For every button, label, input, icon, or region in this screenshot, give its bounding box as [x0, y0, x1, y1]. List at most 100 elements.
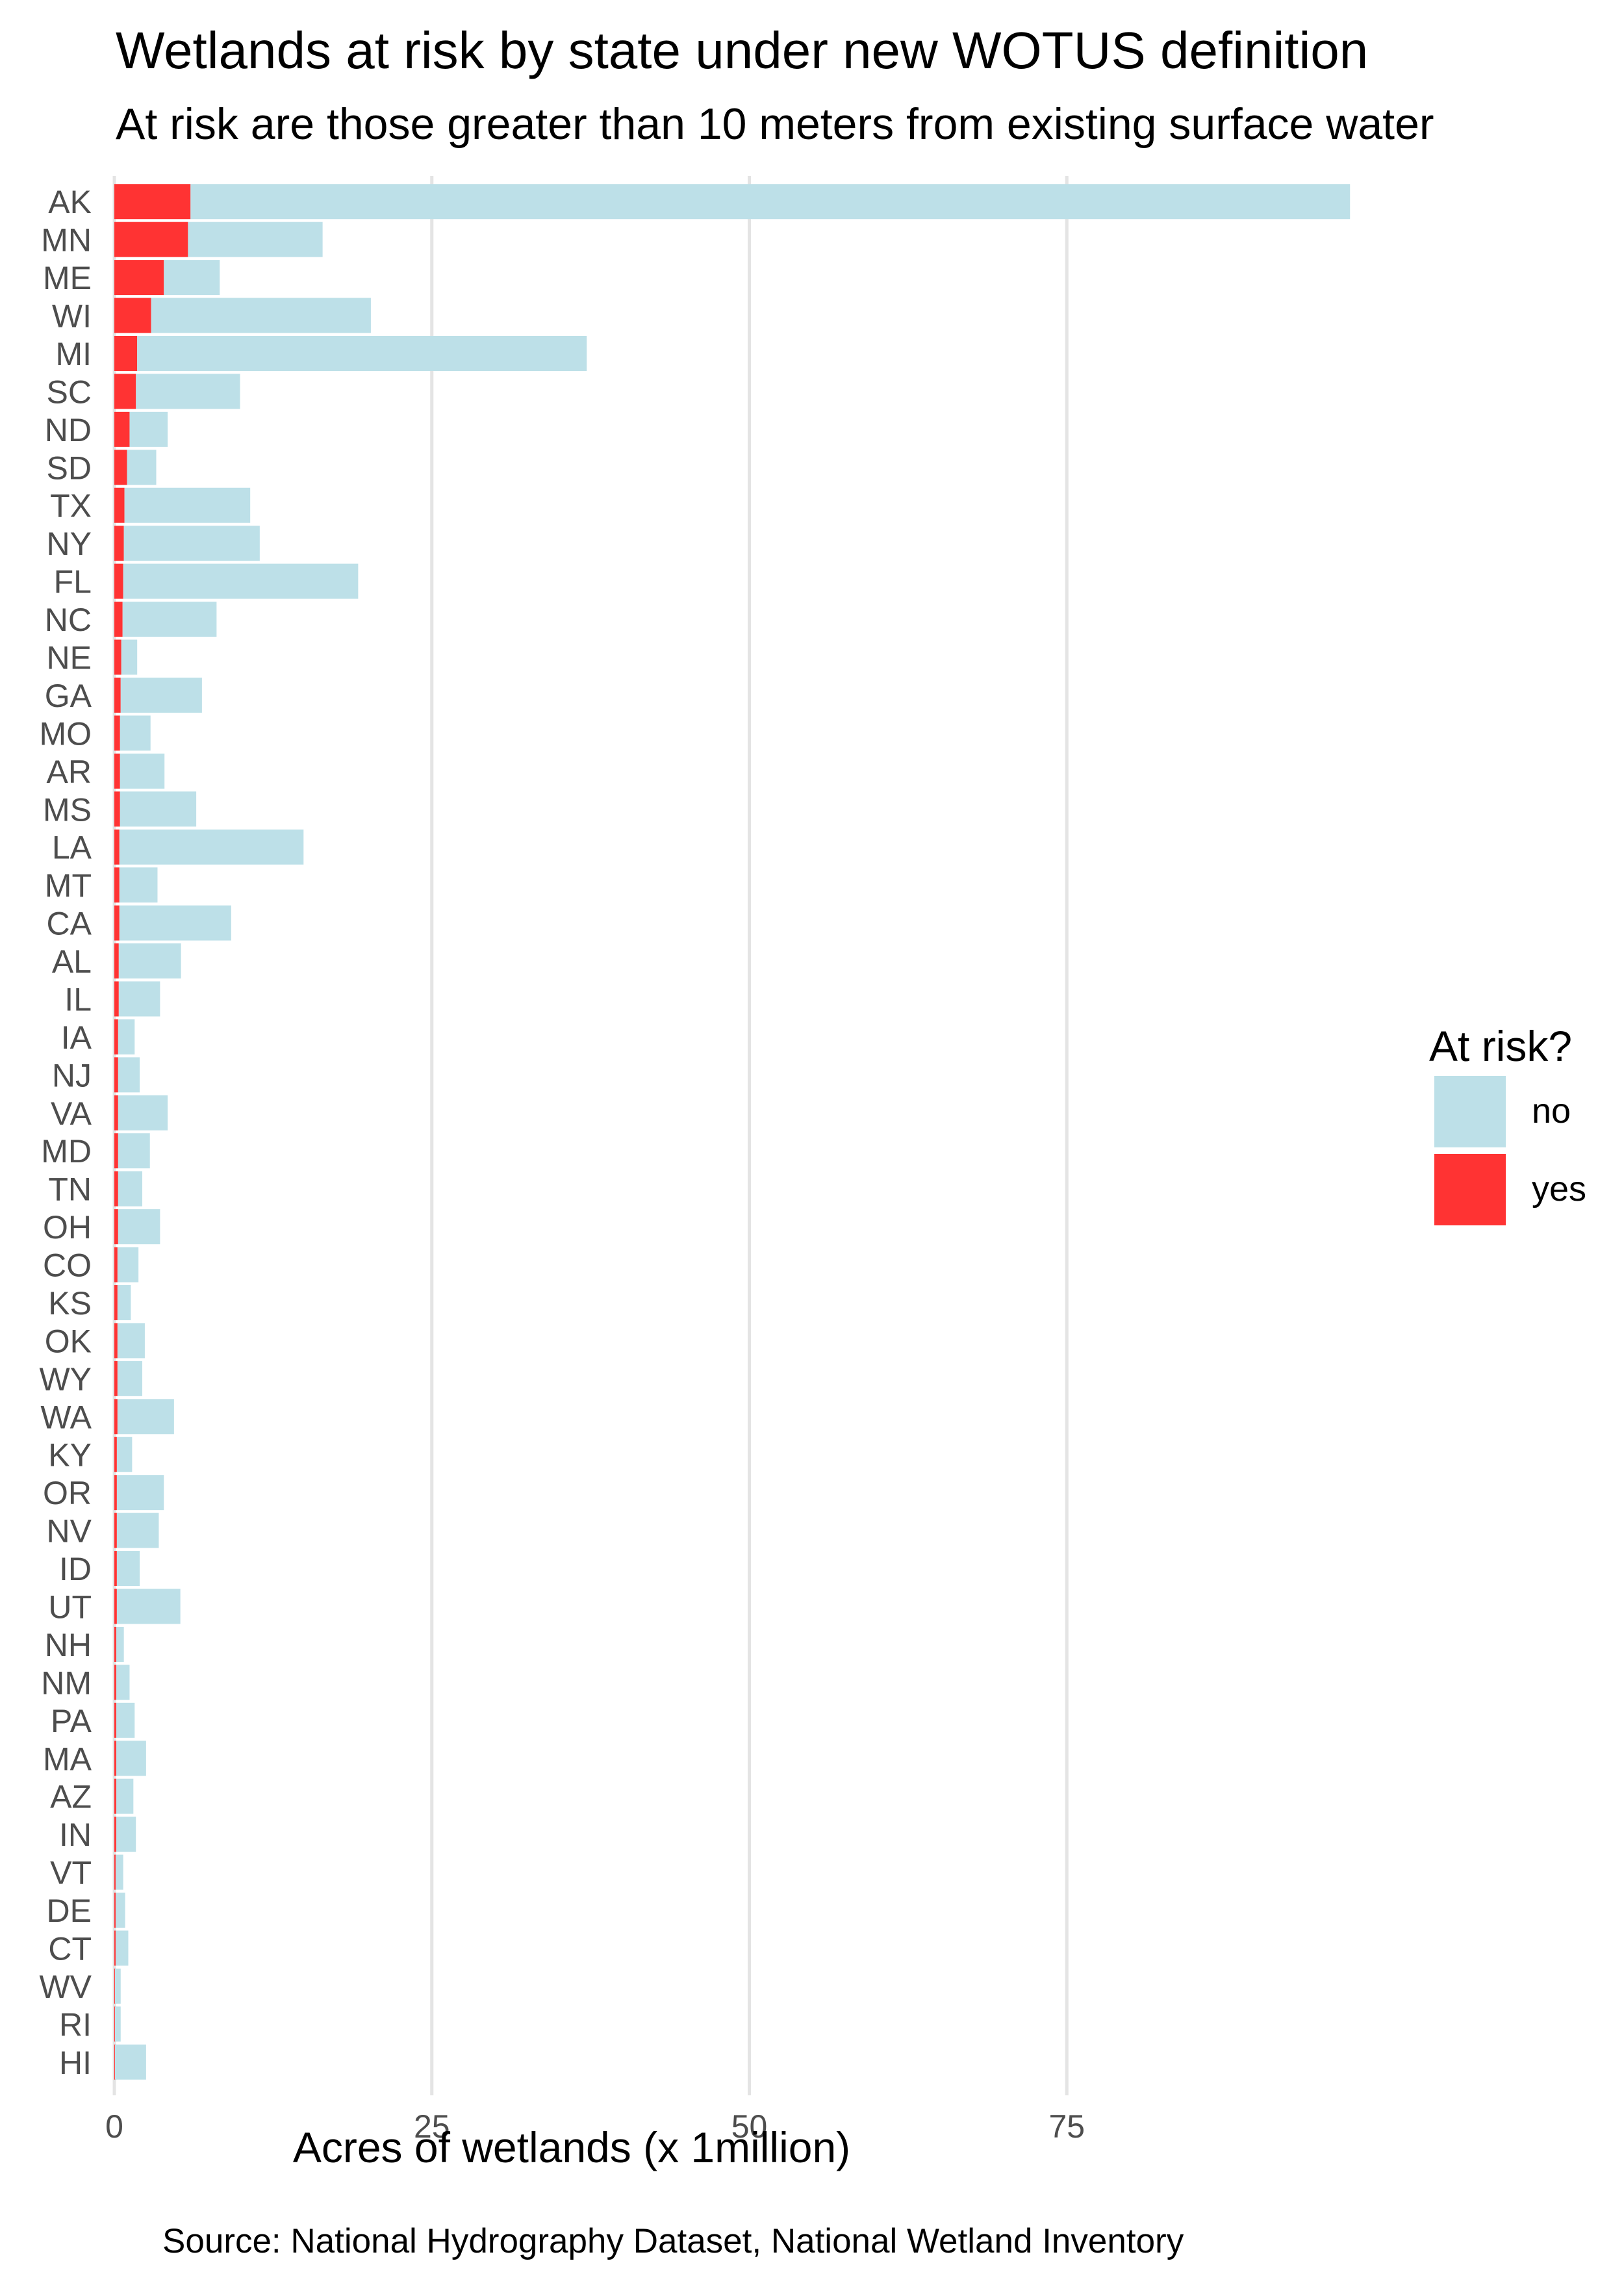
bar-yes-fl [114, 563, 123, 599]
x-tick-labels: 0 25 50 75 [105, 2108, 1085, 2145]
bar-yes-wy [114, 1361, 118, 1396]
bar-yes-ut [114, 1589, 117, 1624]
x-tick-label-0: 0 [105, 2108, 123, 2145]
bar-yes-vt [114, 1854, 116, 1890]
bar-no-nh [116, 1626, 124, 1662]
bar-yes-ga [114, 677, 121, 713]
legend-item-yes: yes [1429, 1150, 1586, 1228]
bar-yes-me [114, 260, 164, 296]
bar-no-ca [119, 905, 231, 941]
y-tick-label-mo: MO [39, 715, 92, 752]
y-tick-label-id: ID [59, 1551, 92, 1587]
bar-no-ct [115, 1930, 129, 1966]
y-tick-label-wv: WV [39, 1969, 92, 2005]
bar-no-ia [118, 1019, 135, 1054]
y-tick-label-oh: OH [43, 1209, 92, 1246]
bar-yes-nd [114, 411, 130, 447]
bar-yes-nv [114, 1513, 117, 1548]
bar-no-hi [114, 2044, 146, 2080]
bar-no-wa [117, 1399, 174, 1435]
bar-yes-in [114, 1817, 116, 1852]
bar-no-ks [117, 1284, 131, 1320]
y-tick-label-nm: NM [41, 1665, 92, 1701]
y-tick-label-co: CO [43, 1247, 92, 1284]
bar-yes-nc [114, 602, 123, 637]
legend-title: At risk? [1429, 1022, 1573, 1070]
y-tick-label-ny: NY [47, 526, 92, 562]
bar-yes-ny [114, 526, 124, 561]
bar-no-wv [114, 1968, 121, 2004]
bar-no-ar [120, 753, 165, 789]
chart-subtitle: At risk are those greater than 10 meters… [116, 99, 1434, 149]
y-tick-label-ia: IA [61, 1019, 92, 1056]
bar-yes-mi [114, 335, 138, 371]
bar-yes-co [114, 1247, 118, 1283]
y-tick-label-ky: KY [48, 1437, 92, 1474]
y-tick-label-in: IN [59, 1817, 92, 1853]
bar-yes-wi [114, 298, 151, 333]
y-tick-label-ut: UT [48, 1589, 92, 1626]
bar-yes-ct [114, 1930, 116, 1966]
bar-yes-sc [114, 374, 136, 409]
y-tick-label-nj: NJ [52, 1057, 92, 1093]
bar-yes-nm [114, 1665, 116, 1700]
bar-no-sd [127, 450, 157, 485]
y-tick-label-va: VA [51, 1095, 92, 1132]
bar-no-nj [118, 1057, 140, 1093]
bar-no-co [117, 1247, 139, 1283]
bar-no-ut [116, 1589, 181, 1624]
y-tick-label-pa: PA [51, 1703, 92, 1739]
bar-no-nc [122, 602, 217, 637]
bar-no-va [118, 1095, 168, 1131]
bar-no-ky [116, 1437, 133, 1472]
x-axis-title-text: Acres of wetlands (x 1million) [292, 2123, 851, 2171]
y-tick-label-ct: CT [48, 1930, 92, 1967]
bar-no-or [116, 1475, 164, 1511]
x-axis-title: Acres of wetlands (x 1million) [0, 2121, 1624, 2173]
bar-no-al [118, 943, 181, 979]
y-tick-label-fl: FL [54, 564, 92, 600]
y-tick-label-ak: AK [48, 184, 92, 220]
y-tick-label-nd: ND [45, 412, 92, 448]
bar-yes-ne [114, 639, 121, 675]
bar-yes-md [114, 1133, 118, 1169]
y-tick-label-sc: SC [47, 374, 92, 410]
bar-yes-nh [114, 1626, 116, 1662]
bar-no-mo [120, 715, 151, 751]
y-tick-label-mn: MN [41, 222, 92, 259]
gridlines [112, 176, 1069, 2095]
bar-yes-or [114, 1475, 117, 1511]
legend-item-no: no [1429, 1072, 1572, 1150]
y-tick-label-ks: KS [48, 1285, 92, 1322]
bar-no-ri [114, 2006, 121, 2042]
y-tick-label-me: ME [43, 260, 92, 296]
bar-no-ok [117, 1323, 145, 1359]
y-tick-label-hi: HI [59, 2045, 92, 2081]
bar-yes-la [114, 829, 120, 865]
bar-yes-oh [114, 1209, 118, 1245]
source-caption: Source: National Hydrography Dataset, Na… [162, 2222, 1184, 2260]
x-tick-label-25: 25 [414, 2108, 450, 2145]
bar-no-la [119, 829, 304, 865]
bar-yes-nj [114, 1057, 118, 1093]
y-tick-label-la: LA [52, 830, 92, 866]
y-tick-labels: AKMNMEWIMISCNDSDTXNYFLNCNEGAMOARMSLAMTCA… [39, 184, 92, 2081]
y-tick-label-il: IL [64, 981, 92, 1017]
y-tick-label-sd: SD [47, 450, 92, 486]
legend-swatch-no [1434, 1076, 1506, 1147]
y-tick-label-wi: WI [52, 298, 92, 335]
bar-no-nm [116, 1665, 130, 1700]
bar-no-pa [116, 1702, 135, 1738]
bar-yes-pa [114, 1702, 116, 1738]
bar-no-ne [121, 639, 138, 675]
y-tick-label-ne: NE [47, 640, 92, 676]
bar-yes-ks [114, 1284, 118, 1320]
bar-yes-mn [114, 222, 188, 257]
bar-no-vt [115, 1854, 123, 1890]
bar-yes-ms [114, 791, 120, 827]
bar-yes-mo [114, 715, 120, 751]
bar-no-me [164, 260, 220, 296]
x-tick-label-75: 75 [1048, 2108, 1085, 2145]
bar-yes-ok [114, 1323, 118, 1359]
y-tick-label-vt: VT [50, 1855, 92, 1891]
